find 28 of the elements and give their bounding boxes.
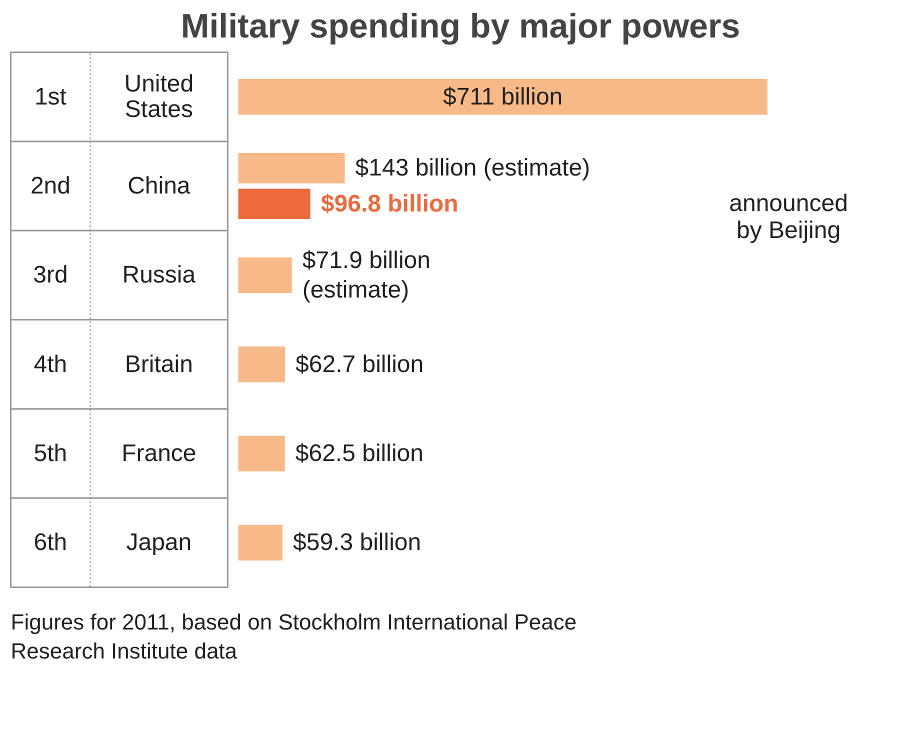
data-label: $711 billion bbox=[443, 83, 563, 110]
data-label: $96.8 billion bbox=[320, 190, 458, 218]
y-tick-label: Britain bbox=[124, 350, 193, 378]
bar bbox=[238, 79, 768, 115]
text: 2nd bbox=[30, 172, 70, 200]
data-label: $143 billion (estimate) bbox=[355, 154, 590, 182]
y-tick-label: France bbox=[122, 440, 196, 468]
text: Figures for 2011, based on Stockholm International Peace Research Institute data bbox=[10, 610, 577, 664]
chart-title: Military spending by major powers bbox=[180, 8, 740, 46]
text: 5th bbox=[34, 440, 68, 468]
bar bbox=[238, 436, 285, 472]
text: announced by Beijing bbox=[729, 190, 848, 244]
data-label: $59.3 billion bbox=[293, 529, 422, 556]
y-tick-label: Japan bbox=[126, 529, 192, 556]
data-label: $62.5 billion bbox=[295, 440, 424, 468]
bar bbox=[238, 257, 292, 294]
bar bbox=[238, 346, 285, 382]
y-tick-label: China bbox=[128, 172, 191, 200]
data-label: $62.7 billion bbox=[296, 350, 424, 378]
text: 1st bbox=[34, 83, 67, 110]
y-tick-label: United States bbox=[124, 70, 194, 124]
bar bbox=[238, 524, 282, 561]
text: 6th bbox=[34, 529, 68, 556]
text: 3rd bbox=[33, 262, 68, 289]
data-label: $71.9 billion (estimate) bbox=[302, 246, 430, 304]
bar bbox=[238, 188, 310, 220]
text: 4th bbox=[34, 350, 68, 378]
y-tick-label: Russia bbox=[122, 262, 196, 289]
